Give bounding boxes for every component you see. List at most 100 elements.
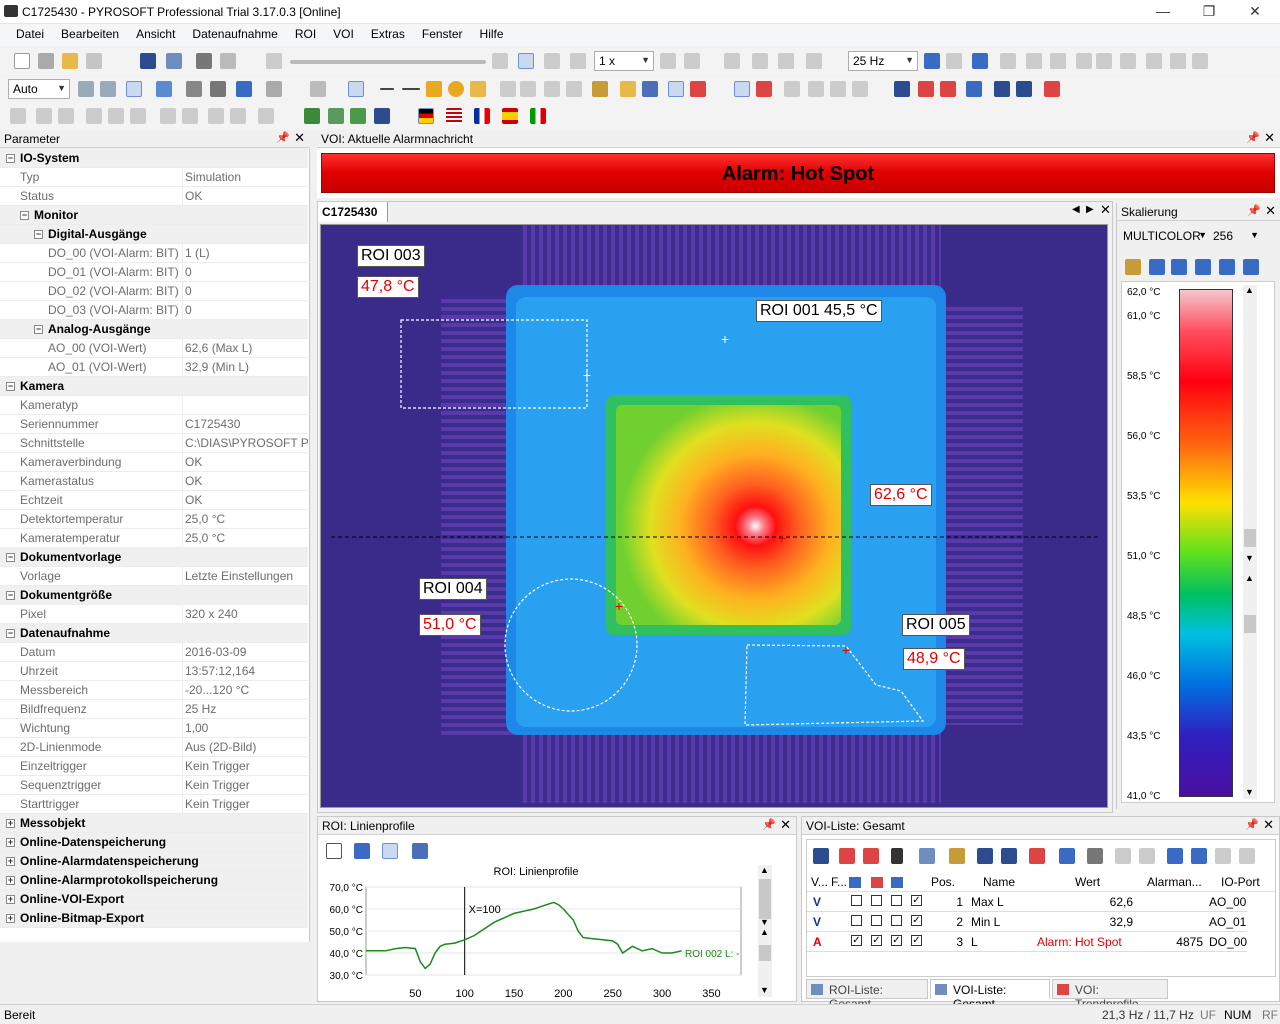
- zoom-in-icon[interactable]: [78, 81, 94, 97]
- playback-slider[interactable]: [290, 60, 486, 64]
- window-icon[interactable]: [156, 81, 172, 97]
- row-checkbox[interactable]: ✓: [911, 935, 922, 946]
- param-row[interactable]: Uhrzeit 13:57:12,164: [0, 662, 308, 681]
- param-row[interactable]: Bildfrequenz 25 Hz: [0, 700, 308, 719]
- pin-icon[interactable]: 📌: [276, 132, 290, 144]
- pause-icon[interactable]: [518, 53, 534, 69]
- copy-icon[interactable]: [166, 53, 182, 69]
- collapse-icon[interactable]: −: [34, 229, 43, 239]
- expand-icon[interactable]: +: [6, 913, 15, 923]
- close-window-button[interactable]: ✕: [1249, 3, 1261, 19]
- print-preview-icon[interactable]: [220, 53, 236, 69]
- row-checkbox[interactable]: [851, 895, 862, 906]
- row-checkbox[interactable]: [891, 915, 902, 926]
- pin-icon[interactable]: 📌: [1247, 205, 1261, 217]
- col-mode[interactable]: V...: [811, 875, 828, 889]
- profile-scrollbar[interactable]: ▲ ▼ ▲ ▼: [758, 865, 772, 997]
- param-category[interactable]: − Monitor: [0, 206, 308, 225]
- close-icon[interactable]: ✕: [1265, 203, 1276, 218]
- collapse-icon[interactable]: −: [20, 210, 29, 220]
- framerate-select[interactable]: 25 Hz ▼: [848, 51, 918, 71]
- word-icon[interactable]: [374, 108, 390, 124]
- pin-icon[interactable]: 📌: [1246, 132, 1260, 144]
- hotspot-icon[interactable]: [690, 81, 706, 97]
- col-pos[interactable]: Pos.: [931, 875, 956, 889]
- speed-select[interactable]: 1 x ▼: [594, 51, 654, 71]
- zoom-mode-select[interactable]: Auto ▼: [8, 79, 70, 99]
- flag-fr-icon[interactable]: [474, 108, 490, 124]
- tab-next-icon[interactable]: ▶: [1086, 204, 1094, 215]
- flag-es-icon[interactable]: [502, 108, 518, 124]
- profile-icon[interactable]: [668, 81, 684, 97]
- param-row[interactable]: Echtzeit OK: [0, 491, 308, 510]
- export3-icon[interactable]: [350, 108, 366, 124]
- maximize-button[interactable]: ❐: [1202, 3, 1216, 19]
- voi-alarm-add2-icon[interactable]: [863, 848, 879, 864]
- expand-icon[interactable]: +: [6, 875, 15, 885]
- export-profile-icon[interactable]: [326, 843, 342, 859]
- coldspot-icon[interactable]: [734, 81, 750, 97]
- voi-check-icon[interactable]: [977, 848, 993, 864]
- roi-line-icon[interactable]: [402, 88, 420, 90]
- tab-prev-icon[interactable]: ◀: [1072, 204, 1080, 215]
- tab-roi-list[interactable]: ROI-Liste: Gesamt: [806, 979, 928, 1011]
- voi-alarm2-icon[interactable]: [940, 81, 956, 97]
- flag-us-icon[interactable]: [446, 108, 462, 124]
- param-category[interactable]: − Dokumentgröße: [0, 586, 308, 605]
- param-category[interactable]: − Digital-Ausgänge: [0, 225, 308, 244]
- param-row[interactable]: Einzeltrigger Kein Trigger: [0, 757, 308, 776]
- param-row[interactable]: AO_01 (VOI-Wert) 32,9 (Min L): [0, 358, 308, 377]
- param-row[interactable]: Datum 2016-03-09: [0, 643, 308, 662]
- voi-check-icon[interactable]: [994, 81, 1010, 97]
- menu-datenaufnahme[interactable]: Datenaufnahme: [192, 27, 278, 41]
- grid-icon[interactable]: [186, 81, 202, 97]
- open-folder-icon[interactable]: [62, 53, 78, 69]
- row-checkbox[interactable]: [871, 895, 882, 906]
- collapse-icon[interactable]: −: [6, 153, 15, 163]
- param-row[interactable]: Typ Simulation: [0, 168, 308, 187]
- tab-voi-trend[interactable]: VOI: Trendprofile: [1052, 979, 1168, 1011]
- row-checkbox[interactable]: [871, 915, 882, 926]
- tab-voi-list[interactable]: VOI-Liste: Gesamt: [930, 979, 1050, 1011]
- marker-icon[interactable]: [756, 81, 772, 97]
- menu-datei[interactable]: Datei: [16, 27, 45, 41]
- param-category[interactable]: − Datenaufnahme: [0, 624, 308, 643]
- scrollbar-thumb-lower[interactable]: [1244, 615, 1256, 633]
- voi-remove-icon[interactable]: [1029, 848, 1045, 864]
- stop-record-icon[interactable]: [924, 53, 940, 69]
- param-row[interactable]: Kameratyp: [0, 396, 308, 415]
- param-row[interactable]: DO_02 (VOI-Alarm: BIT) 0: [0, 282, 308, 301]
- thermal-image[interactable]: + + + + + ROI 003 47,8 °C ROI 001 45,5 °…: [320, 224, 1108, 808]
- profile-copy-icon[interactable]: [412, 843, 428, 859]
- param-row[interactable]: Vorlage Letzte Einstellungen: [0, 567, 308, 586]
- param-row[interactable]: Wichtung 1,00: [0, 719, 308, 738]
- param-category[interactable]: + Messobjekt: [0, 814, 308, 833]
- flag-it-icon[interactable]: [530, 108, 546, 124]
- param-row[interactable]: Seriennummer C1725430: [0, 415, 308, 434]
- param-category[interactable]: − Dokumentvorlage: [0, 548, 308, 567]
- close-icon[interactable]: ✕: [1264, 130, 1275, 145]
- new-file-icon[interactable]: [14, 53, 30, 69]
- menu-fenster[interactable]: Fenster: [421, 27, 463, 41]
- col-value[interactable]: Wert: [1075, 875, 1101, 889]
- pointer-icon[interactable]: [310, 81, 326, 97]
- menu-roi[interactable]: ROI: [294, 27, 317, 41]
- roi-polygon-icon[interactable]: [470, 81, 486, 97]
- col-io-icon[interactable]: [891, 877, 903, 888]
- levels-select[interactable]: 256 ▼: [1213, 229, 1259, 243]
- pin-icon[interactable]: 📌: [1245, 819, 1259, 831]
- roi-ellipse-icon[interactable]: [448, 81, 464, 97]
- voi-delete-icon[interactable]: [891, 848, 903, 864]
- profile-options-icon[interactable]: [354, 843, 370, 859]
- contrast-icon[interactable]: [236, 81, 252, 97]
- voi-move-icon[interactable]: [1059, 848, 1075, 864]
- print-icon[interactable]: [196, 53, 212, 69]
- param-category[interactable]: + Online-Datenspeicherung: [0, 833, 308, 852]
- voi-alarm-add-icon[interactable]: [839, 848, 855, 864]
- table-row[interactable]: V ✓ 2 Min L 32,9 AO_01: [807, 912, 1247, 932]
- param-row[interactable]: Kameratemperatur 25,0 °C: [0, 529, 308, 548]
- param-row[interactable]: AO_00 (VOI-Wert) 62,6 (Max L): [0, 339, 308, 358]
- table-row[interactable]: A ✓ ✓ ✓ ✓ 3 L Alarm: Hot Spot 4875 DO_00: [807, 932, 1247, 952]
- roi-list-icon[interactable]: [592, 81, 608, 97]
- collapse-icon[interactable]: −: [6, 381, 15, 391]
